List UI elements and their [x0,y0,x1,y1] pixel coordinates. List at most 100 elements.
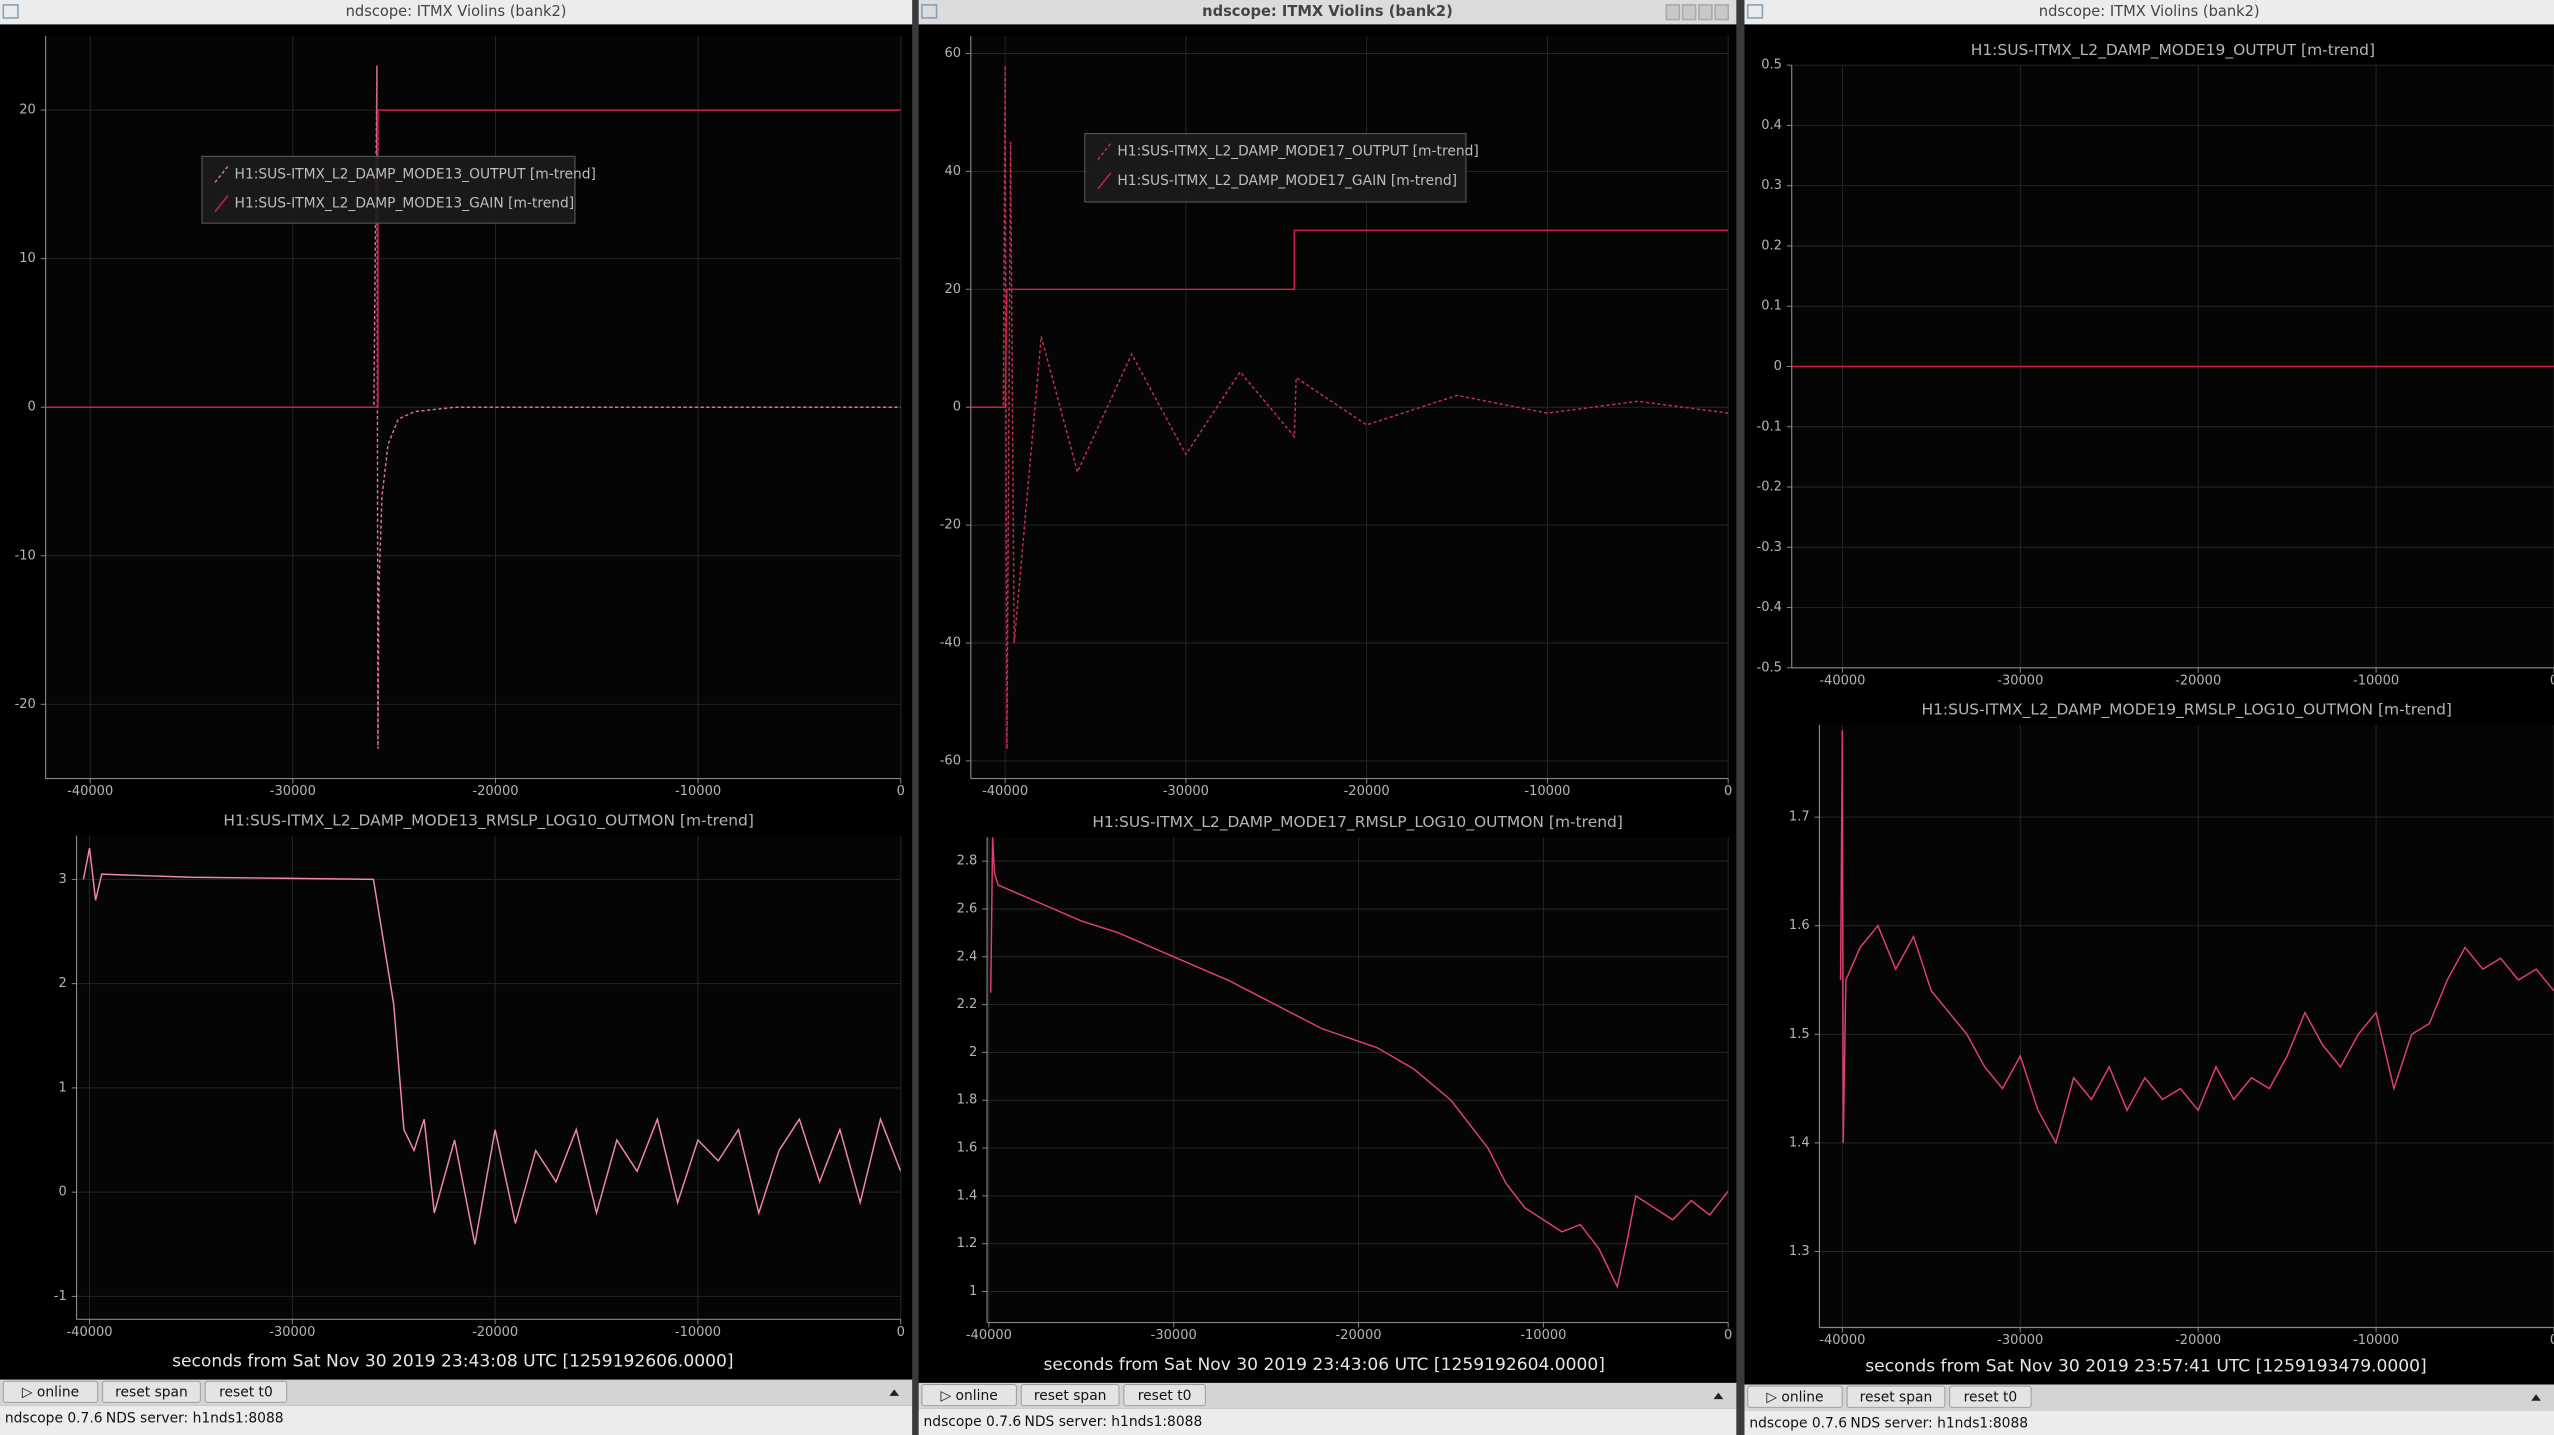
y-tick-label: 1.6 [1789,918,1810,933]
y-tick-label: 1.4 [957,1188,978,1203]
x-tick-label: -30000 [270,784,316,799]
y-tick-label: 2.2 [957,997,978,1012]
expand-arrow[interactable] [889,1389,900,1396]
legend-swatch [214,165,229,183]
y-tick-label: -1 [54,1289,67,1304]
button[interactable] [1846,1385,1946,1408]
y-tick-label: 2.6 [957,901,978,916]
x-tick-label: -20000 [472,1325,518,1340]
legend-box [201,155,576,224]
button[interactable] [102,1380,201,1403]
button-label[interactable]: ▷ online [1766,1390,1823,1406]
x-tick-label: -20000 [2175,1333,2221,1348]
window-minimize[interactable] [1681,4,1697,21]
trace [1839,730,2554,1145]
button[interactable] [1020,1384,1120,1407]
window-pin[interactable] [1665,4,1681,21]
plot-title: H1:SUS-ITMX_L2_DAMP_MODE13_RMSLP_LOG10_O… [223,811,754,830]
trace [45,109,901,408]
window-close[interactable] [1714,4,1729,21]
x-axis-label: seconds from Sat Nov 30 2019 23:57:41 UT… [1865,1357,2426,1377]
trace [970,65,1729,750]
x-tick-label: -20000 [1335,1328,1381,1343]
legend-swatch [214,195,229,213]
y-tick-label: -0.3 [1757,540,1782,555]
x-axis-label: seconds from Sat Nov 30 2019 23:43:08 UT… [172,1352,733,1372]
x-tick-label: -20000 [472,784,518,799]
x-tick-label: 0 [2550,673,2554,688]
y-tick-label: 1.8 [957,1093,978,1108]
y-tick-label: 0 [1774,359,1782,374]
y-tick-label: -0.2 [1757,480,1782,495]
y-tick-label: 2.8 [957,854,978,869]
y-tick-label: 20 [19,103,36,118]
y-tick-label: 1 [969,1284,977,1299]
x-tick-label: 0 [1724,784,1732,799]
y-tick-label: -60 [940,753,961,768]
button-label[interactable]: reset t0 [1138,1388,1192,1404]
y-tick-label: 0.3 [1761,178,1782,193]
button[interactable] [2,1380,99,1403]
status-text: ndscope 0.7.6 [924,1414,1022,1430]
x-tick-label: -10000 [1524,784,1570,799]
y-tick-label: 1.7 [1789,810,1810,825]
x-tick-label: -40000 [1819,673,1865,688]
x-tick-label: -30000 [1997,673,2043,688]
button-label[interactable]: reset t0 [1964,1390,2018,1406]
y-tick-label: 20 [944,282,961,297]
status-bar [1744,1410,2554,1435]
y-tick-label: 0.1 [1761,299,1782,314]
y-tick-label: 2 [969,1045,977,1060]
plot-area [987,837,1729,1323]
y-tick-label: -20 [15,697,36,712]
plot: H1:SUS-ITMX_L2_DAMP_MODE19_OUTPUT [m-tre… [1757,41,2554,688]
y-tick-label: 0 [953,400,961,415]
button-label[interactable]: reset span [1034,1388,1107,1404]
status-text: ndscope 0.7.6 [1749,1416,1847,1432]
plot: H1:SUS-ITMX_L2_DAMP_MODE19_RMSLP_LOG10_O… [1789,701,2554,1348]
legend-box [1084,132,1467,203]
plot-title: H1:SUS-ITMX_L2_DAMP_MODE19_RMSLP_LOG10_O… [1921,701,2452,720]
x-tick-label: -10000 [675,784,721,799]
button-label[interactable]: reset span [1860,1390,1933,1406]
button[interactable] [1747,1385,1843,1408]
legend-swatch [1097,142,1112,161]
legend-label: H1:SUS-ITMX_L2_DAMP_MODE13_OUTPUT [m-tre… [235,166,596,182]
button[interactable] [921,1384,1017,1407]
window-icon [2,4,19,19]
x-axis-label: seconds from Sat Nov 30 2019 23:43:06 UT… [1044,1355,1605,1375]
window-title: ndscope: ITMX Violins (bank2) [1202,3,1453,20]
plot: -20 -10 0 10 20 -40000 -30000 -20000 -10000 0 H1:S… [15,35,905,799]
x-tick-label: -40000 [1819,1333,1865,1348]
button-label[interactable]: reset span [115,1385,188,1401]
y-tick-label: 0 [28,400,36,415]
button[interactable] [204,1380,288,1403]
window-icon [921,4,938,19]
button-label[interactable]: reset t0 [219,1385,273,1401]
x-tick-label: 0 [897,784,905,799]
legend-label: H1:SUS-ITMX_L2_DAMP_MODE17_OUTPUT [m-tre… [1117,143,1478,159]
status-text: NDS server: h1nds1:8088 [106,1411,284,1427]
x-tick-label: -30000 [1997,1333,2043,1348]
y-tick-label: 1.2 [957,1236,978,1251]
x-tick-label: -40000 [982,784,1028,799]
y-tick-label: 3 [59,872,67,887]
plot-title: H1:SUS-ITMX_L2_DAMP_MODE19_OUTPUT [m-tre… [1971,41,2375,60]
window-maximize[interactable] [1698,4,1713,21]
button[interactable] [1123,1384,1206,1407]
expand-arrow[interactable] [1713,1392,1724,1400]
y-tick-label: 1.3 [1789,1244,1810,1259]
button[interactable] [1949,1385,2032,1408]
trace [82,847,901,1245]
expand-arrow[interactable] [2531,1394,2541,1401]
button-label[interactable]: ▷ online [941,1388,998,1404]
x-tick-label: -10000 [2353,673,2399,688]
y-tick-label: 0 [59,1185,67,1200]
y-tick-label: 60 [944,46,961,61]
button-label[interactable]: ▷ online [22,1385,79,1401]
plot: H1:SUS-ITMX_L2_DAMP_MODE13_RMSLP_LOG10_O… [54,811,905,1339]
x-tick-label: -10000 [1520,1328,1566,1343]
x-tick-label: -40000 [67,784,113,799]
y-tick-label: -10 [15,548,36,563]
